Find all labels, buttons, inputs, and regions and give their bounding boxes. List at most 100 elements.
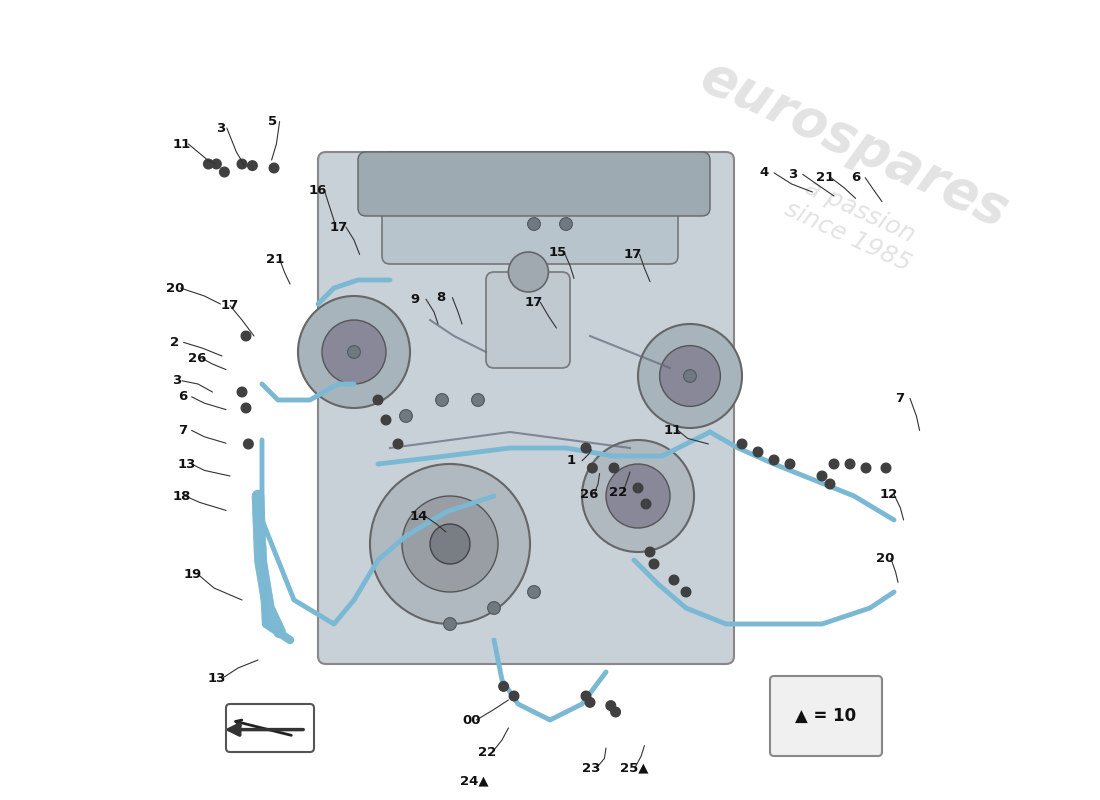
- Circle shape: [472, 394, 484, 406]
- Circle shape: [581, 443, 591, 453]
- Text: 7: 7: [178, 424, 187, 437]
- Circle shape: [241, 331, 251, 341]
- FancyBboxPatch shape: [770, 676, 882, 756]
- Text: eurospares: eurospares: [692, 50, 1016, 238]
- Circle shape: [373, 395, 383, 405]
- Circle shape: [241, 403, 251, 413]
- Text: 19: 19: [184, 568, 202, 581]
- Circle shape: [393, 439, 403, 449]
- Circle shape: [683, 370, 696, 382]
- Text: 11: 11: [663, 424, 682, 437]
- Circle shape: [829, 459, 839, 469]
- Text: 23: 23: [582, 762, 601, 774]
- Circle shape: [322, 320, 386, 384]
- Circle shape: [845, 459, 855, 469]
- Circle shape: [681, 587, 691, 597]
- Text: 21: 21: [266, 253, 284, 266]
- Text: 22: 22: [609, 486, 627, 499]
- Circle shape: [634, 483, 642, 493]
- Circle shape: [587, 463, 597, 473]
- Circle shape: [649, 559, 659, 569]
- Circle shape: [402, 496, 498, 592]
- Circle shape: [785, 459, 795, 469]
- FancyBboxPatch shape: [318, 152, 734, 664]
- Circle shape: [737, 439, 747, 449]
- Circle shape: [528, 218, 540, 230]
- Text: 25▲: 25▲: [620, 762, 649, 774]
- FancyBboxPatch shape: [382, 152, 678, 264]
- Circle shape: [270, 163, 278, 173]
- Circle shape: [382, 415, 390, 425]
- Circle shape: [585, 698, 595, 707]
- Circle shape: [508, 252, 549, 292]
- Text: 18: 18: [173, 490, 190, 502]
- FancyBboxPatch shape: [358, 152, 710, 216]
- Circle shape: [487, 602, 500, 614]
- Circle shape: [881, 463, 891, 473]
- Circle shape: [825, 479, 835, 489]
- Circle shape: [528, 586, 540, 598]
- Text: 3: 3: [789, 168, 797, 181]
- Circle shape: [204, 159, 213, 169]
- Circle shape: [399, 410, 412, 422]
- Text: 20: 20: [166, 282, 185, 294]
- Text: 17: 17: [624, 248, 641, 261]
- Circle shape: [769, 455, 779, 465]
- Circle shape: [641, 499, 651, 509]
- Text: 15: 15: [549, 246, 566, 259]
- Circle shape: [248, 161, 257, 170]
- Circle shape: [298, 296, 410, 408]
- Text: 8: 8: [437, 291, 446, 304]
- Text: 17: 17: [525, 296, 542, 309]
- Circle shape: [560, 218, 572, 230]
- Circle shape: [669, 575, 679, 585]
- Circle shape: [606, 701, 616, 710]
- Text: ▲ = 10: ▲ = 10: [795, 707, 857, 725]
- Text: 9: 9: [410, 293, 419, 306]
- Text: 14: 14: [410, 510, 428, 523]
- FancyBboxPatch shape: [486, 272, 570, 368]
- Circle shape: [509, 691, 519, 701]
- Text: 6: 6: [178, 390, 187, 403]
- Circle shape: [861, 463, 871, 473]
- Circle shape: [660, 346, 720, 406]
- Text: 1: 1: [566, 454, 576, 467]
- Text: 13: 13: [208, 672, 226, 685]
- Text: 3: 3: [173, 374, 182, 387]
- Text: 4: 4: [760, 166, 769, 179]
- Circle shape: [646, 547, 654, 557]
- Circle shape: [610, 707, 620, 717]
- Text: 5: 5: [268, 115, 277, 128]
- Circle shape: [220, 167, 229, 177]
- Circle shape: [754, 447, 762, 457]
- Text: a passion
since 1985: a passion since 1985: [781, 172, 927, 276]
- Text: 6: 6: [850, 171, 860, 184]
- Text: 2: 2: [170, 336, 179, 349]
- Circle shape: [582, 440, 694, 552]
- Text: 11: 11: [173, 138, 190, 150]
- Circle shape: [817, 471, 827, 481]
- Circle shape: [211, 159, 221, 169]
- Text: 24▲: 24▲: [461, 774, 490, 787]
- Text: 7: 7: [895, 392, 904, 405]
- Text: 22: 22: [478, 746, 496, 758]
- Circle shape: [348, 346, 361, 358]
- Text: 26: 26: [188, 352, 207, 365]
- Text: 26: 26: [581, 488, 598, 501]
- Circle shape: [606, 464, 670, 528]
- Text: 17: 17: [220, 299, 239, 312]
- Circle shape: [436, 394, 449, 406]
- Text: 13: 13: [178, 458, 197, 470]
- Circle shape: [243, 439, 253, 449]
- Circle shape: [238, 387, 246, 397]
- Circle shape: [609, 463, 619, 473]
- Circle shape: [238, 159, 246, 169]
- Text: 00: 00: [462, 714, 481, 726]
- Circle shape: [430, 524, 470, 564]
- Text: 12: 12: [880, 488, 898, 501]
- Circle shape: [498, 682, 508, 691]
- Text: 16: 16: [308, 184, 327, 197]
- Circle shape: [581, 691, 591, 701]
- Circle shape: [370, 464, 530, 624]
- Circle shape: [638, 324, 743, 428]
